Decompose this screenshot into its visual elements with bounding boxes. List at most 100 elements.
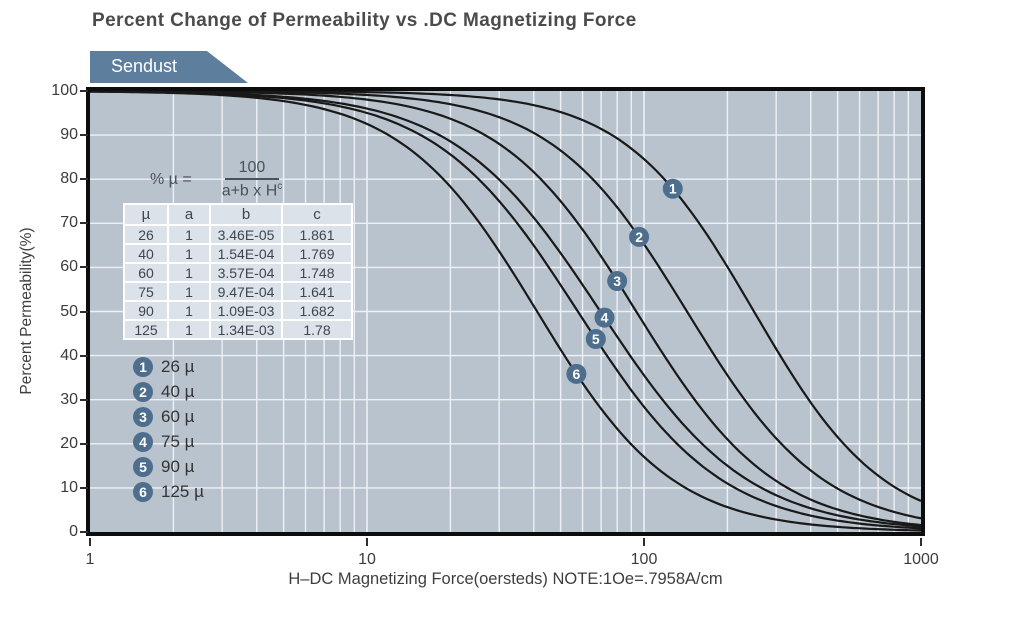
y-tick-mark xyxy=(80,398,88,401)
formula-lhs: % µ = xyxy=(150,170,192,188)
legend-item-125µ: 6 125 µ xyxy=(133,482,204,502)
y-tick-label-30: 30 xyxy=(60,390,78,408)
y-tick-label-100: 100 xyxy=(51,82,78,99)
coef-row: 90 1 1.09E-03 1.682 xyxy=(123,300,353,321)
coef-cell: 1.748 xyxy=(281,262,353,283)
legend-label: 26 µ xyxy=(161,357,195,376)
curve-60u xyxy=(90,91,921,527)
curve-marker-1 xyxy=(662,178,683,199)
coef-cell: 1.09E-03 xyxy=(209,300,283,321)
x-tick-mark xyxy=(89,538,91,546)
curve-marker-4 xyxy=(594,307,615,328)
y-tick-mark xyxy=(80,222,88,225)
coef-cell: 1 xyxy=(167,243,211,264)
curve-marker-number: 1 xyxy=(669,181,677,197)
legend-item-60µ: 3 60 µ xyxy=(133,407,204,427)
material-tab: Sendust xyxy=(90,51,248,83)
permeability-formula: % µ = 100 a+b x Hc xyxy=(150,159,282,200)
legend-number-badge: 6 xyxy=(133,482,153,502)
legend: 1 26 µ 2 40 µ 3 60 µ 4 75 µ 5 90 µ 6 125 µ xyxy=(133,357,204,507)
legend-label: 60 µ xyxy=(161,407,195,426)
legend-item-75µ: 4 75 µ xyxy=(133,432,204,452)
coef-cell: 60 xyxy=(123,262,169,283)
formula-exponent: c xyxy=(277,181,283,192)
coef-row: 125 1 1.34E-03 1.78 xyxy=(123,319,353,340)
coef-cell: 90 xyxy=(123,300,169,321)
x-axis-title: H–DC Magnetizing Force(oersteds) NOTE:1O… xyxy=(288,570,723,588)
coef-cell: 1.641 xyxy=(281,281,353,302)
coef-row: 26 1 3.46E-05 1.861 xyxy=(123,224,353,245)
coef-cell: 1.861 xyxy=(281,224,353,245)
legend-number-badge: 1 xyxy=(133,357,153,377)
curve-marker-6 xyxy=(566,363,587,384)
coef-row: 60 1 3.57E-04 1.748 xyxy=(123,262,353,283)
y-tick-label-60: 60 xyxy=(60,258,78,276)
y-tick-label-20: 20 xyxy=(60,434,78,452)
coef-cell: 1 xyxy=(167,319,211,340)
legend-label: 75 µ xyxy=(161,432,195,451)
x-tick-mark xyxy=(366,538,368,546)
coef-cell: 3.57E-04 xyxy=(209,262,283,283)
y-tick-label-70: 70 xyxy=(60,214,78,232)
legend-number-badge: 5 xyxy=(133,457,153,477)
x-tick-mark xyxy=(920,538,922,546)
legend-number-badge: 4 xyxy=(133,432,153,452)
legend-item-90µ: 5 90 µ xyxy=(133,457,204,477)
coef-cell: 1.78 xyxy=(281,319,353,340)
y-tick-mark xyxy=(80,178,88,181)
coef-row: 40 1 1.54E-04 1.769 xyxy=(123,243,353,264)
curve-marker-5 xyxy=(585,328,606,349)
curve-marker-number: 4 xyxy=(601,310,609,326)
y-tick-mark xyxy=(80,310,88,313)
formula-denominator: a+b x Hc xyxy=(221,181,283,200)
y-tick-mark xyxy=(80,266,88,269)
coef-cell: 40 xyxy=(123,243,169,264)
coef-cell: 1.54E-04 xyxy=(209,243,283,264)
coef-cell: 75 xyxy=(123,281,169,302)
formula-numerator: 100 xyxy=(224,159,280,180)
curve-marker-number: 5 xyxy=(592,331,600,347)
y-tick-label-10: 10 xyxy=(60,478,78,496)
coef-cell: 1.682 xyxy=(281,300,353,321)
curve-marker-number: 2 xyxy=(635,229,643,245)
curve-90u xyxy=(90,91,921,530)
curve-marker-number: 6 xyxy=(572,366,580,382)
coef-col-1: a xyxy=(167,203,211,226)
legend-item-26µ: 1 26 µ xyxy=(133,357,204,377)
coef-col-0: µ xyxy=(123,203,169,226)
curve-marker-2 xyxy=(629,226,650,247)
formula-fraction: 100 a+b x Hc xyxy=(222,159,283,200)
coef-cell: 1.769 xyxy=(281,243,353,264)
coef-col-3: c xyxy=(281,203,353,226)
legend-number-badge: 2 xyxy=(133,382,153,402)
y-tick-label-0: 0 xyxy=(69,523,78,540)
y-axis-title: Percent Permeability(%) xyxy=(18,227,35,395)
chart-title: Percent Change of Permeability vs .DC Ma… xyxy=(92,10,637,31)
curve-marker-number: 3 xyxy=(613,273,621,289)
legend-label: 90 µ xyxy=(161,457,195,476)
curve-marker-3 xyxy=(607,271,628,292)
legend-label: 125 µ xyxy=(161,482,204,501)
coef-cell: 1 xyxy=(167,262,211,283)
material-tab-label: Sendust xyxy=(111,56,178,76)
x-tick-label-100: 100 xyxy=(630,551,658,568)
y-tick-mark xyxy=(80,442,88,445)
coef-cell: 1.34E-03 xyxy=(209,319,283,340)
coef-col-2: b xyxy=(209,203,283,226)
coef-cell: 26 xyxy=(123,224,169,245)
coef-cell: 3.46E-05 xyxy=(209,224,283,245)
y-tick-label-80: 80 xyxy=(60,170,78,188)
y-tick-mark xyxy=(80,486,88,489)
coef-cell: 9.47E-04 xyxy=(209,281,283,302)
coef-cell: 1 xyxy=(167,300,211,321)
y-tick-mark xyxy=(80,90,88,92)
y-tick-mark xyxy=(80,531,88,533)
coef-cell: 125 xyxy=(123,319,169,340)
x-tick-label-10: 10 xyxy=(358,551,376,568)
y-tick-label-40: 40 xyxy=(60,346,78,364)
legend-number-badge: 3 xyxy=(133,407,153,427)
x-tick-label-1: 1 xyxy=(85,551,95,568)
